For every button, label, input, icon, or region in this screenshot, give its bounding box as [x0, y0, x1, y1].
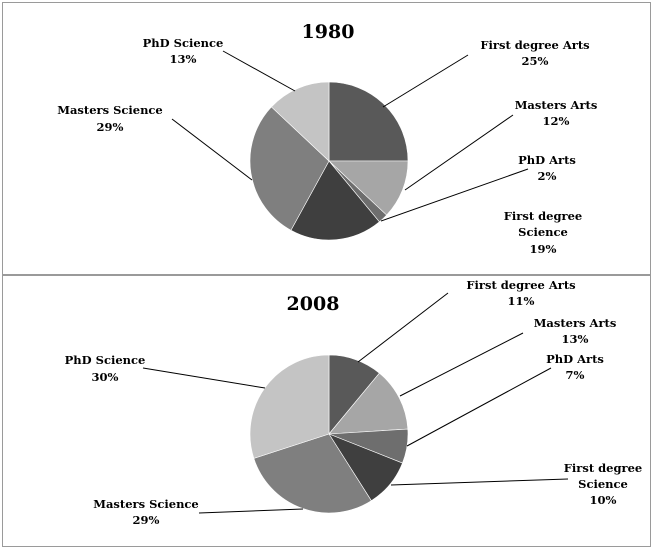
slice-percent-label: 11%: [508, 294, 535, 308]
slice-name-label: First degree: [564, 461, 642, 475]
pie-slice-masters-arts: [328, 372, 409, 435]
pie-slice-masters-science: [253, 433, 372, 514]
leader-line-first-degree-arts: [357, 292, 449, 363]
chart-panel-1980: 1980 First degree Arts 25% Masters Arts 12%…: [2, 2, 651, 275]
pie-chart-2008: 2008 First degree Arts 11% Masters Arts 13%…: [65, 278, 643, 527]
slice-name-label: Science: [518, 225, 568, 239]
slice-percent-label: 2%: [538, 169, 557, 183]
slice-percent-label: 29%: [133, 513, 160, 527]
leader-line-masters-science: [198, 508, 304, 514]
leader-line-phd-science: [142, 367, 266, 389]
chart-title: 2008: [287, 293, 340, 315]
slice-percent-label: 19%: [530, 242, 557, 256]
slice-name-label: Masters Arts: [534, 316, 617, 330]
slice-name-label: First degree Arts: [466, 278, 575, 292]
leader-line-phd-arts: [380, 168, 529, 222]
pie-slice-first-degree-arts: [328, 81, 409, 162]
slice-percent-label: 7%: [566, 368, 585, 382]
slice-percent-label: 25%: [522, 54, 549, 68]
pie-slice-phd-science: [249, 354, 330, 459]
pie-slice-masters-science: [249, 106, 330, 231]
slice-name-label: PhD Science: [143, 36, 224, 50]
slice-name-label: PhD Arts: [546, 352, 604, 366]
slice-name-label: First degree Arts: [480, 38, 589, 52]
slice-name-label: Science: [578, 477, 628, 491]
slice-percent-label: 13%: [562, 332, 589, 346]
pie-chart-1980: 1980 First degree Arts 25% Masters Arts 12%…: [57, 21, 598, 256]
slice-percent-label: 29%: [97, 120, 124, 134]
slice-name-label: Masters Arts: [515, 98, 598, 112]
leader-line-first-degree-arts: [382, 54, 469, 108]
slice-name-label: Masters Science: [93, 497, 199, 511]
pie-slice-phd-science: [270, 81, 330, 162]
slice-name-label: PhD Science: [65, 353, 146, 367]
slice-percent-label: 12%: [543, 114, 570, 128]
slice-name-label: First degree: [504, 209, 582, 223]
pie-slice-masters-arts: [328, 160, 409, 216]
slice-name-label: Masters Science: [57, 103, 163, 117]
leader-line-masters-science: [171, 118, 253, 181]
leader-line-masters-arts: [404, 114, 514, 191]
slice-percent-label: 10%: [590, 493, 617, 507]
chart-panel-2008: 2008 First degree Arts 11% Masters Arts 13%…: [2, 275, 651, 547]
pie-slice-first-degree-science: [290, 160, 380, 241]
leader-line-first-degree-science: [390, 478, 569, 486]
leader-line-phd-science: [222, 50, 296, 92]
slice-percent-label: 13%: [170, 52, 197, 66]
leader-line-masters-arts: [399, 332, 524, 397]
leader-line-phd-arts: [406, 367, 552, 447]
slice-name-label: PhD Arts: [518, 153, 576, 167]
slice-percent-label: 30%: [92, 370, 119, 384]
chart-title: 1980: [302, 21, 355, 43]
